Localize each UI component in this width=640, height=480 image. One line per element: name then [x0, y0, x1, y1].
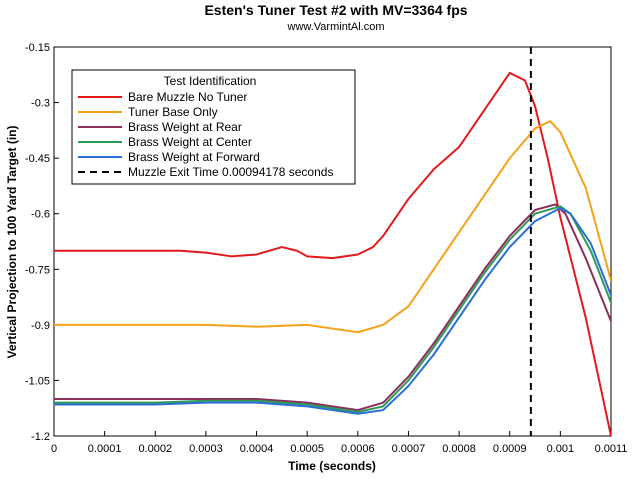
series-line-1: [54, 71, 611, 436]
x-tick-label: 0.0011: [595, 443, 628, 455]
x-tick-label: 0.0005: [290, 443, 324, 455]
chart-subtitle: www.VarmintAl.com: [287, 21, 385, 33]
x-tick-label: 0.0009: [493, 443, 527, 455]
legend-entry: Brass Weight at Rear: [128, 120, 242, 134]
series-line-3: [54, 203, 611, 412]
series-line-5: [54, 207, 611, 415]
y-tick-label: -0.15: [25, 42, 50, 54]
series-line-4: [54, 205, 611, 413]
y-tick-label: -1.05: [25, 375, 50, 387]
y-tick-label: -0.6: [31, 209, 50, 221]
y-tick-label: -0.3: [31, 98, 50, 110]
x-tick-label: 0.0003: [189, 443, 223, 455]
y-tick-label: -0.45: [25, 153, 50, 165]
legend: Test Identification Bare Muzzle No Tuner…: [71, 69, 356, 185]
series-layer: [54, 47, 611, 436]
x-tick-label: 0.0004: [240, 443, 274, 455]
chart-title: Esten's Tuner Test #2 with MV=3364 fps: [204, 2, 467, 18]
x-axis-ticks: 0 0.0001 0.0002 0.0003 0.0004 0.0005 0.0006 0.0…: [51, 431, 627, 455]
x-tick-label: 0.0002: [138, 443, 172, 455]
x-tick-label: 0: [51, 443, 57, 455]
x-tick-label: 0.0006: [341, 443, 375, 455]
y-tick-label: -0.9: [31, 320, 50, 332]
y-tick-label: -0.75: [25, 264, 50, 276]
y-tick-label: -1.2: [31, 431, 50, 443]
legend-title: Test Identification: [164, 74, 257, 88]
series-line-2: [54, 120, 611, 334]
x-tick-label: 0.0008: [442, 443, 476, 455]
legend-entry: Muzzle Exit Time 0.00094178 seconds: [128, 165, 333, 179]
x-tick-label: 0.0007: [392, 443, 426, 455]
legend-entry: Brass Weight at Center: [128, 135, 252, 149]
y-axis-ticks: -0.15 -0.3 -0.45 -0.6 -0.75 -0.9 -1.05 -1.2: [25, 42, 59, 443]
x-tick-label: 0.001: [547, 443, 575, 455]
legend-entry: Tuner Base Only: [128, 105, 218, 119]
legend-entry: Bare Muzzle No Tuner: [128, 90, 247, 104]
y-axis-label: Vertical Projection to 100 Yard Target (…: [5, 126, 19, 359]
x-tick-label: 0.0001: [88, 443, 122, 455]
legend-entry: Brass Weight at Forward: [128, 150, 260, 164]
x-axis-label: Time (seconds): [288, 459, 376, 473]
